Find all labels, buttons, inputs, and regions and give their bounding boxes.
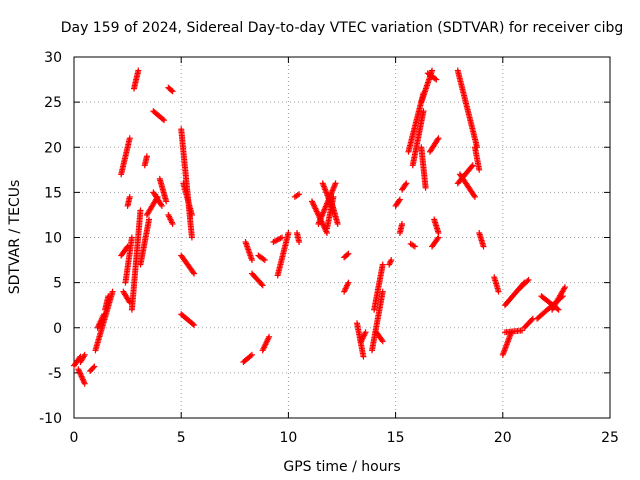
data-track-t10 (128, 207, 144, 313)
chart-title: Day 159 of 2024, Sidereal Day-to-day VTE… (61, 20, 624, 36)
data-track-t20 (180, 180, 195, 218)
x-tick-label: 25 (601, 430, 619, 446)
x-tick-label: 20 (494, 430, 512, 446)
data-track-t0b (75, 366, 88, 387)
data-track-t23 (240, 351, 255, 366)
data-track-t30 (291, 191, 303, 200)
y-tick-label: 10 (44, 231, 62, 247)
data-track-t59 (456, 171, 478, 200)
x-tick-label: 0 (70, 430, 79, 446)
data-track-t67 (521, 315, 536, 331)
data-track-t11 (137, 216, 153, 268)
y-tick-label: 20 (44, 140, 62, 156)
data-track-t33 (315, 180, 339, 227)
data-track-t2 (94, 311, 108, 331)
y-tick-labels: -10 -5 0 5 10 15 20 25 30 (39, 50, 62, 427)
data-track-t50 (409, 108, 427, 169)
data-track-t38 (341, 279, 352, 295)
data-track-t61 (476, 229, 487, 250)
y-axis-title: SDTVAR / TECUs (7, 180, 23, 295)
axis-ticks (73, 56, 611, 419)
data-track-t14 (150, 108, 168, 124)
data-track-t70 (549, 284, 568, 313)
data-track-t18 (165, 211, 176, 227)
data-track-t16 (156, 175, 170, 205)
data-track-t27 (259, 333, 273, 354)
data-track-t4 (118, 135, 133, 178)
x-tick-label: 10 (279, 430, 297, 446)
data-track-t42 (371, 261, 386, 313)
y-tick-label: 15 (44, 185, 62, 201)
data-track-t15 (150, 189, 165, 209)
data-track-t62 (491, 274, 502, 295)
data-track-t12 (141, 153, 150, 169)
x-tick-label: 15 (387, 430, 405, 446)
data-track-t41 (369, 288, 386, 354)
data-track-t44 (386, 257, 395, 268)
data-track-t66 (516, 276, 532, 292)
data-track-t52 (424, 70, 440, 83)
data-track-t36 (328, 198, 341, 227)
data-track-t53 (418, 144, 429, 191)
y-tick-label: -10 (39, 411, 62, 427)
data-track-t40 (358, 329, 369, 345)
data-track-t21 (178, 252, 198, 277)
data-track-t13 (143, 193, 161, 218)
data-track-t63 (499, 329, 515, 358)
data-track-t25 (248, 270, 266, 289)
grid-lines (74, 57, 610, 418)
data-track-t56 (426, 135, 442, 155)
data-track-t0d (87, 363, 98, 375)
data-track-t31 (293, 229, 303, 246)
data-track-t60 (471, 144, 483, 173)
data-track-t22 (178, 311, 198, 329)
data-track-t26 (255, 252, 268, 264)
x-tick-labels: 0 5 10 15 20 25 (70, 430, 619, 446)
data-track-t48 (407, 240, 418, 250)
y-tick-label: 30 (44, 50, 62, 66)
data-track-t55 (429, 234, 442, 250)
data-track-t45 (392, 196, 403, 209)
data-track-t8 (124, 193, 133, 209)
data-track-t6 (120, 288, 133, 306)
x-tick-label: 5 (177, 430, 186, 446)
data-track-t1 (92, 288, 116, 354)
data-track-t54 (431, 216, 442, 236)
data-track-t9 (131, 67, 142, 92)
data-track-t37 (341, 250, 352, 261)
data-track-t24 (242, 239, 255, 264)
data-track-t28 (270, 234, 285, 246)
data-track-t47 (399, 180, 410, 193)
data-track-t46 (396, 220, 406, 236)
x-axis-title: GPS time / hours (283, 459, 400, 475)
data-track-t7 (122, 234, 135, 286)
data-track-t0c (77, 351, 88, 366)
y-tick-label: 25 (44, 95, 62, 111)
data-track-t17 (165, 84, 176, 95)
y-tick-label: 5 (53, 276, 62, 292)
data-track-t43 (373, 329, 386, 345)
data-track-t3 (102, 293, 112, 313)
data-track-t29 (274, 229, 292, 279)
y-tick-label: 0 (53, 321, 62, 337)
y-tick-label: -5 (48, 366, 62, 382)
data-track-t5 (118, 243, 131, 259)
data-points (71, 67, 568, 387)
data-track-t57 (454, 67, 481, 151)
